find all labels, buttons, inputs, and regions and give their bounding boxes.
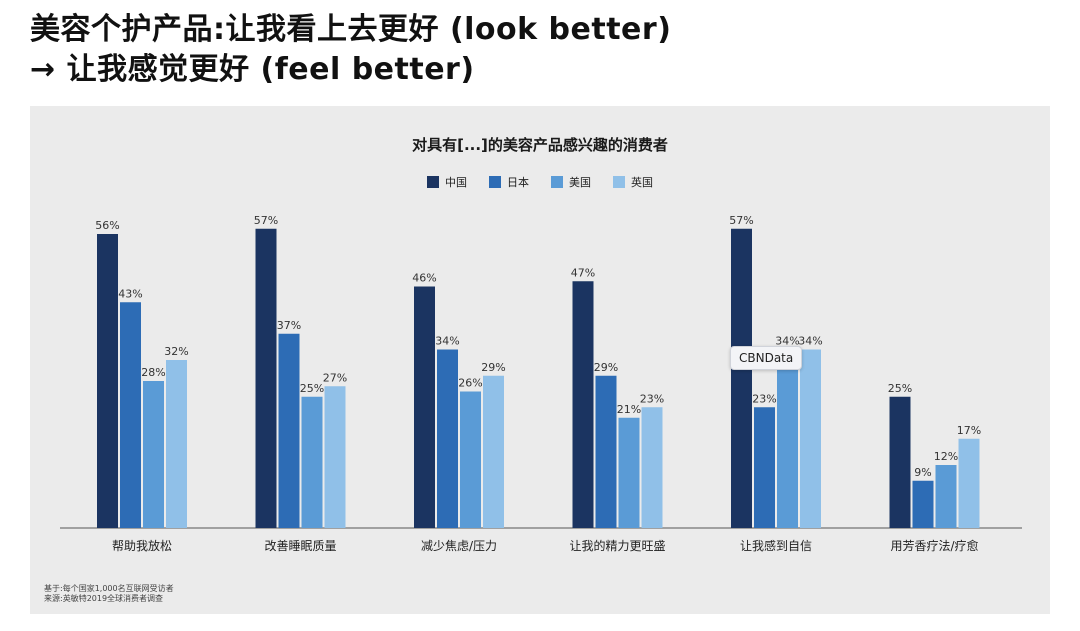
legend-item-1: 日本	[489, 174, 529, 190]
bar	[889, 396, 911, 528]
bar	[437, 349, 458, 528]
footnote-base: 基于:每个国家1,000名互联网受访者	[44, 584, 174, 593]
data-label: 9%	[914, 466, 931, 479]
bar	[800, 349, 821, 528]
data-label: 56%	[95, 219, 119, 232]
data-label: 27%	[323, 371, 347, 384]
bar	[641, 407, 663, 528]
legend-item-3: 英国	[613, 174, 653, 190]
data-label: 34%	[775, 335, 799, 348]
data-label: 46%	[412, 272, 436, 285]
legend-swatch	[551, 176, 563, 188]
legend-swatch	[427, 176, 439, 188]
bar	[414, 286, 435, 528]
headline-line-2: → 让我感觉更好 (feel better)	[30, 52, 475, 87]
category-label: 让我的精力更旺盛	[569, 538, 665, 553]
legend-item-0: 中国	[427, 174, 467, 190]
data-label: 23%	[640, 392, 664, 405]
bar-chart: 56%43%28%32%帮助我放松57%37%25%27%改善睡眠质量46%34…	[60, 214, 1022, 553]
legend-label: 日本	[507, 176, 529, 189]
data-label: 28%	[141, 366, 165, 379]
chart-legend: 中国 日本 美国 英国	[30, 174, 1050, 190]
bar	[618, 417, 640, 528]
bar	[301, 396, 323, 528]
cbndata-watermark: CBNData	[730, 346, 803, 370]
chart-title: 对具有[...]的美容产品感兴趣的消费者	[412, 136, 668, 154]
data-label: 26%	[458, 377, 482, 390]
data-label: 34%	[435, 335, 459, 348]
headline: 美容个护产品:让我看上去更好 (look better) → 让我感觉更好 (f…	[30, 10, 671, 90]
legend-item-2: 美国	[551, 174, 591, 190]
bar	[912, 480, 934, 528]
category-label: 减少焦虑/压力	[421, 539, 497, 553]
data-label: 21%	[617, 403, 641, 416]
data-label: 32%	[164, 345, 188, 358]
data-label: 12%	[934, 450, 958, 463]
legend-label: 中国	[445, 176, 467, 189]
data-label: 25%	[300, 382, 324, 395]
bar	[324, 386, 346, 528]
bar	[777, 349, 798, 528]
legend-label: 美国	[569, 176, 591, 189]
footnote-source: 来源:英敏特2019全球消费者调查	[44, 594, 164, 603]
data-label: 29%	[594, 361, 618, 374]
data-label: 47%	[571, 266, 595, 279]
data-label: 57%	[254, 214, 278, 227]
bar	[483, 375, 504, 528]
data-label: 25%	[888, 382, 912, 395]
bar	[460, 391, 481, 528]
category-label: 帮助我放松	[112, 538, 172, 553]
bar	[731, 228, 752, 528]
legend-label: 英国	[631, 176, 653, 189]
data-label: 57%	[729, 214, 753, 227]
legend-swatch	[613, 176, 625, 188]
data-label: 17%	[957, 424, 981, 437]
data-label: 29%	[481, 361, 505, 374]
bar	[166, 360, 187, 528]
chart-panel: 对具有[...]的美容产品感兴趣的消费者 中国 日本 美国 英国 56% 43% 28% 3…	[30, 106, 1050, 614]
legend-swatch	[489, 176, 501, 188]
bar	[572, 281, 594, 528]
bar	[255, 228, 277, 528]
bar	[754, 407, 775, 528]
data-label: 37%	[277, 319, 301, 332]
category-label: 让我感到自信	[740, 538, 812, 553]
footnote: 基于:每个国家1,000名互联网受访者 来源:英敏特2019全球消费者调查	[44, 584, 174, 604]
bar	[120, 302, 141, 528]
bar	[97, 234, 118, 528]
category-label: 用芳香疗法/疗愈	[890, 538, 978, 553]
bar	[595, 375, 617, 528]
headline-line-1: 美容个护产品:让我看上去更好 (look better)	[30, 12, 672, 47]
category-label: 改善睡眠质量	[264, 538, 336, 553]
bar	[143, 381, 164, 528]
bar	[958, 438, 980, 528]
data-label: 43%	[118, 287, 142, 300]
bar	[935, 465, 957, 528]
bar	[278, 333, 300, 528]
data-label: 34%	[798, 335, 822, 348]
data-label: 23%	[752, 392, 776, 405]
